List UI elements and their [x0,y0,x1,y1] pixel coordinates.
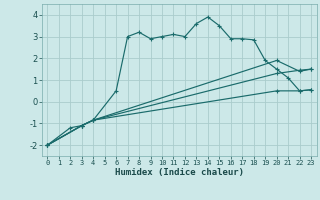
X-axis label: Humidex (Indice chaleur): Humidex (Indice chaleur) [115,168,244,177]
